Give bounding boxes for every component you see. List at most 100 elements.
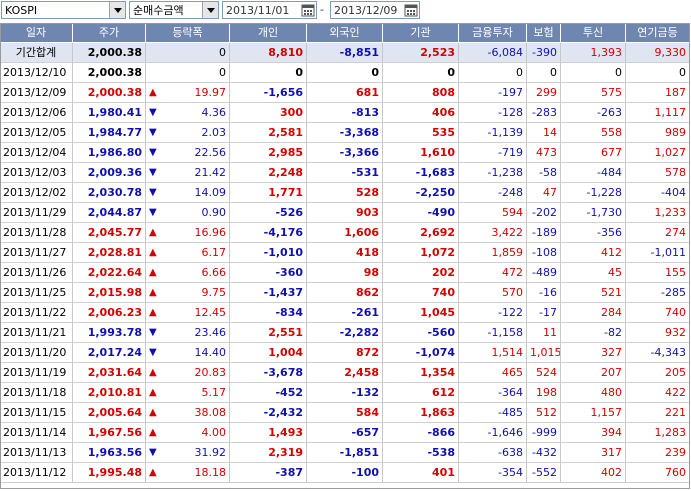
cell-financial-investment: 3,422 — [459, 223, 527, 243]
table-row[interactable]: 2013/11/21 1,993.78 ▼ 23.46 2,551 -2,282 -560-… — [0, 323, 690, 343]
market-dropdown-button[interactable] — [109, 2, 125, 18]
cell-insurance: -489 — [527, 263, 561, 283]
cell-date: 2013/11/22 — [0, 303, 73, 323]
cell-date: 기간합계 — [0, 43, 73, 63]
col-header-trust[interactable]: 투신 — [561, 23, 626, 43]
cell-insurance: -999 — [527, 423, 561, 443]
cell-insurance: 198 — [527, 383, 561, 403]
cell-change: ▲ 18.18 — [146, 463, 230, 483]
cell-pension: 0 — [626, 63, 690, 83]
summary-row[interactable]: 기간합계 2,000.38 0 8,810 -8,851 2,523 -6,084 -390 1… — [0, 43, 690, 63]
table-row[interactable]: 2013/11/27 2,028.81 ▲ 6.17 -1,010 418 1,072 1,8… — [0, 243, 690, 263]
date-to-field[interactable]: 2013/12/09 — [330, 1, 420, 19]
down-arrow-icon: ▼ — [149, 207, 157, 218]
cell-pension: 155 — [626, 263, 690, 283]
table-row[interactable]: 2013/12/02 2,030.78 ▼ 14.09 1,771 528 -2,250 -2… — [0, 183, 690, 203]
down-arrow-icon: ▼ — [149, 167, 157, 178]
table-row[interactable]: 2013/11/15 2,005.64 ▲ 38.08 -2,432 584 1,863 -4… — [0, 403, 690, 423]
cell-price: 2,015.98 — [73, 283, 146, 303]
cell-financial-investment: -354 — [459, 463, 527, 483]
down-arrow-icon: ▼ — [149, 147, 157, 158]
change-value: 9.75 — [201, 286, 227, 299]
table-row[interactable]: 2013/11/28 2,045.77 ▲ 16.96 -4,176 1,606 2,692… — [0, 223, 690, 243]
table-row[interactable]: 2013/11/13 1,963.56 ▼ 31.92 2,319 -1,851 -538-… — [0, 443, 690, 463]
cell-price: 2,017.24 — [73, 343, 146, 363]
table-row[interactable]: 2013/12/10 2,000.38 0 0 0 0 0 0 0 0 — [0, 63, 690, 83]
date-from-field[interactable]: 2013/11/01 — [222, 1, 317, 19]
table-row[interactable]: 2013/12/09 2,000.38 ▲ 19.97 -1,656 681 808 -197… — [0, 83, 690, 103]
table-row[interactable]: 2013/11/14 1,967.56 ▲ 4.00 1,493 -657 -866 -1,6… — [0, 423, 690, 443]
down-arrow-icon: ▼ — [149, 127, 157, 138]
col-header-pension[interactable]: 연기금등 — [626, 23, 690, 43]
table-row[interactable]: 2013/12/06 1,980.41 ▼ 4.36 300 -813 406 -128 -28… — [0, 103, 690, 123]
cell-insurance: 14 — [527, 123, 561, 143]
cell-individual: -4,176 — [230, 223, 307, 243]
col-header-insurance[interactable]: 보험 — [527, 23, 561, 43]
change-value: 19.97 — [194, 86, 227, 99]
col-header-individual[interactable]: 개인 — [230, 23, 307, 43]
table-row[interactable]: 2013/11/19 2,031.64 ▲ 20.83 -3,678 2,458 1,354… — [0, 363, 690, 383]
change-value: 14.09 — [194, 186, 227, 199]
cell-date: 2013/11/18 — [0, 383, 73, 403]
cell-institution: 1,610 — [383, 143, 459, 163]
table-row[interactable]: 2013/11/29 2,044.87 ▼ 0.90 -526 903 -490 594 -20… — [0, 203, 690, 223]
cell-individual: -1,656 — [230, 83, 307, 103]
cell-foreign: -100 — [307, 463, 383, 483]
market-select[interactable]: KOSPI — [1, 1, 126, 19]
change-value: 0 — [219, 46, 226, 59]
table-row[interactable]: 2013/12/04 1,986.80 ▼ 22.56 2,985 -3,366 1,610… — [0, 143, 690, 163]
table-row[interactable]: 2013/11/20 2,017.24 ▼ 14.40 1,004 872 -1,074 1,… — [0, 343, 690, 363]
cell-change: ▼ 23.46 — [146, 323, 230, 343]
cell-change: ▲ 16.96 — [146, 223, 230, 243]
col-header-change[interactable]: 등락폭 — [146, 23, 230, 43]
cell-trust: 0 — [561, 63, 626, 83]
cell-individual: -2,432 — [230, 403, 307, 423]
cell-pension: 9,330 — [626, 43, 690, 63]
table-row[interactable]: 2013/11/25 2,015.98 ▲ 9.75 -1,437 862 740 570 -1… — [0, 283, 690, 303]
cell-change: ▲ 5.17 — [146, 383, 230, 403]
col-header-institution[interactable]: 기관 — [383, 23, 459, 43]
cell-individual: -452 — [230, 383, 307, 403]
cell-individual: 2,581 — [230, 123, 307, 143]
col-header-financial-investment[interactable]: 금융투자 — [459, 23, 527, 43]
cell-foreign: 528 — [307, 183, 383, 203]
date-from-value: 2013/11/01 — [226, 4, 290, 17]
cell-financial-investment: -1,139 — [459, 123, 527, 143]
table-row[interactable]: 2013/12/05 1,984.77 ▼ 2.03 2,581 -3,368 535 -1,… — [0, 123, 690, 143]
cell-individual: -834 — [230, 303, 307, 323]
col-header-foreign[interactable]: 외국인 — [307, 23, 383, 43]
cell-change: ▲ 4.00 — [146, 423, 230, 443]
cell-foreign: -3,368 — [307, 123, 383, 143]
cell-foreign: 1,606 — [307, 223, 383, 243]
cell-price: 1,995.48 — [73, 463, 146, 483]
up-arrow-icon: ▲ — [149, 247, 157, 258]
calendar-icon[interactable] — [301, 3, 315, 17]
cell-trust: -484 — [561, 163, 626, 183]
table-row[interactable]: 2013/11/26 2,022.64 ▲ 6.66 -360 98 202 472 -489 4… — [0, 263, 690, 283]
change-value: 6.66 — [201, 266, 227, 279]
metric-dropdown-button[interactable] — [202, 2, 218, 18]
cell-date: 2013/11/26 — [0, 263, 73, 283]
col-header-date[interactable]: 일자 — [0, 23, 73, 43]
cell-pension: 187 — [626, 83, 690, 103]
cell-pension: -1,011 — [626, 243, 690, 263]
cell-insurance: -189 — [527, 223, 561, 243]
cell-date: 2013/11/13 — [0, 443, 73, 463]
table-row[interactable]: 2013/11/22 2,006.23 ▲ 12.45 -834 -261 1,045 -12… — [0, 303, 690, 323]
metric-select[interactable]: 순매수금액 — [129, 1, 219, 19]
cell-individual: -1,010 — [230, 243, 307, 263]
cell-change: 0 — [146, 43, 230, 63]
cell-date: 2013/11/25 — [0, 283, 73, 303]
table-row[interactable]: 2013/11/12 1,995.48 ▲ 18.18 -387 -100 401 -354-… — [0, 463, 690, 483]
cell-price: 2,028.81 — [73, 243, 146, 263]
cell-price: 1,986.80 — [73, 143, 146, 163]
calendar-icon[interactable] — [404, 3, 418, 17]
cell-financial-investment: 1,514 — [459, 343, 527, 363]
cell-institution: -560 — [383, 323, 459, 343]
table-row[interactable]: 2013/12/03 2,009.36 ▼ 21.42 2,248 -531 -1,683-… — [0, 163, 690, 183]
cell-insurance: 1,015 — [527, 343, 561, 363]
table-row[interactable]: 2013/11/18 2,010.81 ▲ 5.17 -452 -132 612 -364 19… — [0, 383, 690, 403]
cell-institution: -1,074 — [383, 343, 459, 363]
col-header-price[interactable]: 주가 — [73, 23, 146, 43]
